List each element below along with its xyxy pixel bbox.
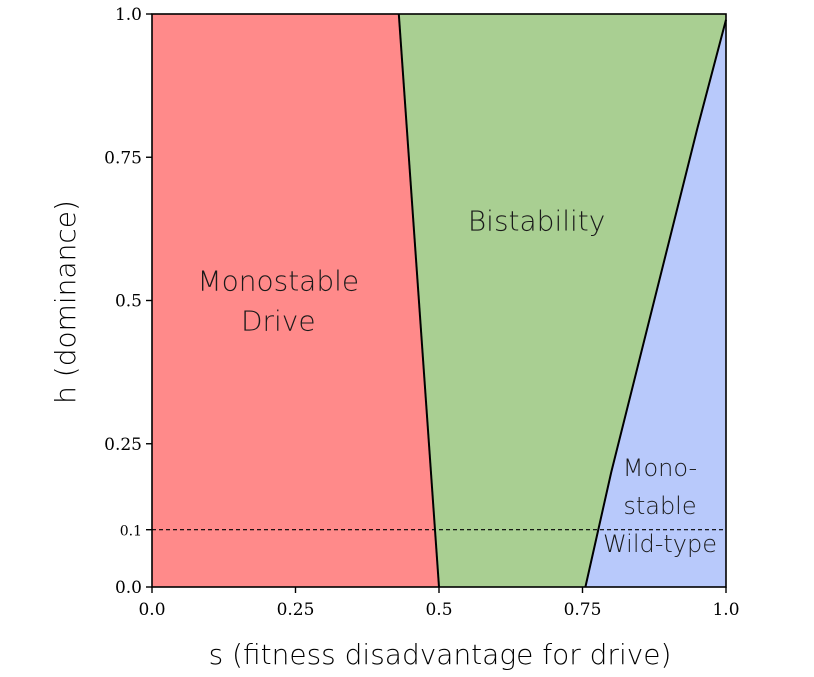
region-monostable-drive	[152, 14, 439, 587]
x-axis-ticks: 0.0 0.25 0.5 0.75 1.0	[138, 587, 740, 620]
y-tick-label: 0.25	[104, 435, 142, 455]
y-axis-ticks: 0.0 0.1 0.25 0.5 0.75 1.0	[104, 5, 152, 598]
region-labels-layer: Monostable Drive Bistability Mono-stable Wil…	[197, 204, 717, 558]
y-tick-label: 0.5	[115, 292, 142, 312]
x-tick-label: 1.0	[712, 600, 739, 620]
region-monostable-wild-type	[585, 19, 726, 587]
drive-boundary	[397, 13, 440, 588]
y-tick-label: 0.0	[115, 578, 142, 598]
x-axis-label: s (fitness disadvantage for drive)	[209, 638, 672, 671]
region-bistability	[398, 14, 726, 587]
y-tick-label: 0.75	[104, 148, 142, 168]
regions-layer	[152, 14, 726, 587]
region-label-bistability: Bistability	[468, 204, 606, 237]
region-label-monostable-drive: Monostable Drive	[197, 265, 359, 338]
x-tick-label: 0.25	[277, 600, 315, 620]
y-tick-label: 1.0	[115, 5, 142, 25]
y-axis-label: h (dominance)	[49, 200, 82, 404]
boundaries-layer	[397, 13, 727, 588]
x-tick-label: 0.75	[564, 600, 602, 620]
wildtype-boundary	[584, 19, 727, 588]
x-tick-label: 0.0	[138, 600, 165, 620]
region-label-monostable-wild-type: Mono-stable Wild-type	[603, 454, 717, 558]
x-tick-label: 0.5	[425, 600, 452, 620]
y-tick-label: 0.1	[120, 524, 142, 540]
